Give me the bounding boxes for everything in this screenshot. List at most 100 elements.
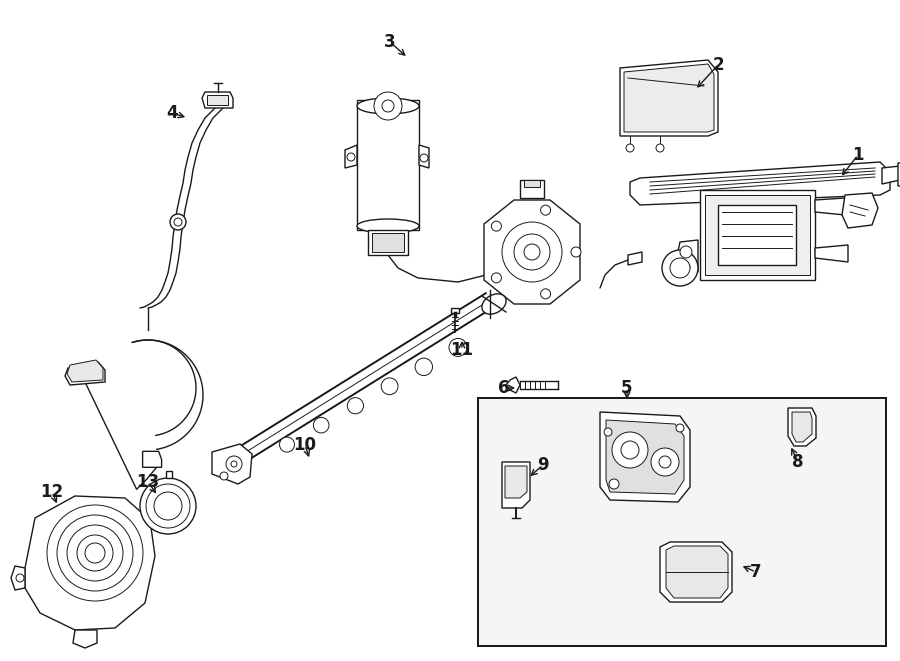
Circle shape — [170, 214, 186, 230]
Polygon shape — [700, 190, 815, 280]
Text: 5: 5 — [621, 379, 633, 397]
Polygon shape — [25, 496, 155, 630]
Bar — [368, 230, 408, 255]
Polygon shape — [815, 245, 848, 262]
Ellipse shape — [482, 294, 506, 314]
Polygon shape — [788, 408, 816, 446]
Text: 8: 8 — [792, 453, 804, 471]
Circle shape — [382, 100, 394, 112]
Circle shape — [347, 153, 355, 161]
Circle shape — [682, 263, 690, 271]
Circle shape — [347, 398, 364, 414]
Text: 1: 1 — [852, 146, 864, 164]
Circle shape — [231, 461, 237, 467]
Circle shape — [656, 144, 664, 152]
Circle shape — [146, 484, 190, 528]
Ellipse shape — [357, 98, 419, 114]
Polygon shape — [73, 630, 97, 648]
Polygon shape — [660, 542, 732, 602]
Polygon shape — [705, 195, 810, 275]
Text: 6: 6 — [499, 379, 509, 397]
Circle shape — [313, 417, 329, 433]
Circle shape — [604, 428, 612, 436]
Polygon shape — [67, 360, 103, 382]
Polygon shape — [624, 64, 714, 132]
Polygon shape — [666, 546, 728, 598]
Circle shape — [524, 244, 540, 260]
Polygon shape — [882, 166, 900, 184]
Polygon shape — [65, 362, 105, 385]
Circle shape — [662, 250, 698, 286]
Polygon shape — [202, 92, 233, 108]
Circle shape — [220, 472, 228, 480]
Text: 7: 7 — [751, 563, 761, 581]
Circle shape — [541, 205, 551, 215]
Circle shape — [659, 456, 671, 468]
Polygon shape — [620, 60, 718, 136]
Circle shape — [280, 437, 294, 452]
Polygon shape — [898, 163, 900, 186]
Circle shape — [621, 441, 639, 459]
Text: 13: 13 — [137, 473, 159, 491]
Polygon shape — [345, 145, 357, 168]
Polygon shape — [676, 240, 698, 272]
Circle shape — [680, 246, 692, 258]
Circle shape — [571, 247, 581, 257]
Polygon shape — [142, 451, 162, 467]
Circle shape — [85, 543, 105, 563]
Circle shape — [140, 478, 196, 534]
Circle shape — [514, 234, 550, 270]
Circle shape — [415, 358, 433, 375]
Circle shape — [612, 432, 648, 468]
Polygon shape — [484, 200, 580, 304]
Polygon shape — [524, 180, 540, 187]
Text: 3: 3 — [384, 33, 396, 51]
Circle shape — [491, 221, 501, 231]
Circle shape — [174, 218, 182, 226]
Polygon shape — [600, 412, 690, 502]
Circle shape — [609, 479, 619, 489]
Text: 10: 10 — [293, 436, 317, 454]
Ellipse shape — [357, 219, 419, 233]
Polygon shape — [815, 198, 845, 215]
Circle shape — [382, 378, 398, 395]
Polygon shape — [372, 233, 404, 252]
Polygon shape — [630, 162, 890, 205]
Polygon shape — [628, 252, 642, 265]
Circle shape — [502, 222, 562, 282]
Text: 9: 9 — [537, 456, 549, 474]
Circle shape — [226, 456, 242, 472]
Circle shape — [676, 424, 684, 432]
Polygon shape — [606, 420, 684, 494]
Polygon shape — [207, 95, 228, 105]
Bar — [478, 398, 886, 646]
Circle shape — [491, 273, 501, 283]
Bar — [357, 100, 419, 230]
Text: 11: 11 — [451, 341, 473, 359]
Circle shape — [16, 574, 24, 582]
Bar — [478, 398, 886, 646]
Circle shape — [670, 258, 690, 278]
Circle shape — [374, 92, 402, 120]
Polygon shape — [451, 308, 459, 313]
Circle shape — [154, 492, 182, 520]
Circle shape — [541, 289, 551, 299]
Circle shape — [626, 144, 634, 152]
Text: 4: 4 — [166, 104, 178, 122]
Bar — [520, 180, 544, 198]
Polygon shape — [11, 566, 25, 590]
Circle shape — [651, 448, 679, 476]
Polygon shape — [166, 471, 172, 478]
Polygon shape — [506, 377, 520, 393]
Bar — [718, 205, 796, 265]
Polygon shape — [505, 466, 527, 498]
Polygon shape — [419, 145, 429, 168]
Text: 12: 12 — [40, 483, 64, 501]
Polygon shape — [792, 412, 812, 442]
Polygon shape — [502, 462, 530, 508]
Polygon shape — [842, 193, 878, 228]
Polygon shape — [212, 444, 252, 484]
Circle shape — [449, 338, 467, 356]
Circle shape — [420, 154, 428, 162]
Text: 2: 2 — [712, 56, 724, 74]
